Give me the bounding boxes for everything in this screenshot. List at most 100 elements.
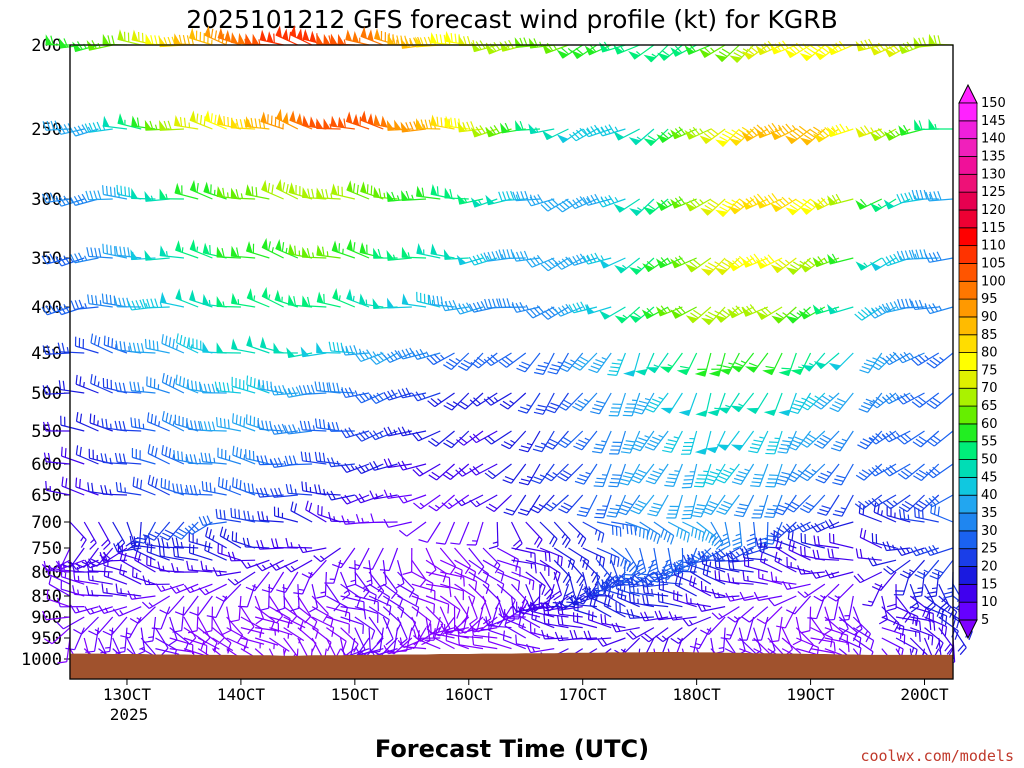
wind-barb: [102, 243, 128, 259]
wind-barb: [611, 521, 637, 536]
barb-flag: [448, 358, 458, 365]
wind-barb: [613, 128, 640, 141]
barb-flag: [689, 575, 693, 585]
barb-half-flag: [222, 301, 225, 307]
barb-flag: [104, 485, 108, 495]
barb-flag: [536, 254, 544, 263]
barb-flag: [189, 485, 194, 495]
wind-barb: [711, 547, 740, 561]
barb-half-flag: [557, 361, 563, 365]
barb-flag: [111, 35, 115, 45]
wind-barb: [782, 521, 811, 534]
barb-half-flag: [109, 629, 115, 633]
barb-flag: [128, 342, 133, 352]
barb-flag: [697, 553, 705, 561]
barb-pennant: [189, 110, 197, 124]
wind-barb: [268, 595, 283, 624]
barb-pennant: [670, 129, 682, 140]
barb-flag: [568, 200, 576, 209]
barb-flag: [114, 420, 118, 431]
barb-flag: [519, 251, 525, 261]
barb-flag: [144, 535, 147, 545]
wind-barb: [369, 430, 398, 441]
barb-flag: [561, 200, 570, 209]
barb-flag: [260, 539, 265, 550]
barb-flag: [184, 642, 189, 652]
wind-barb: [714, 570, 740, 585]
wind-barb: [134, 521, 156, 544]
barb-flag: [114, 246, 116, 256]
wind-barb: [146, 412, 170, 432]
wind-barb: [215, 508, 241, 523]
barb-flag: [194, 381, 198, 391]
wind-barb: [469, 392, 498, 407]
wind-barb: [275, 238, 299, 259]
barb-flag: [529, 196, 536, 205]
barb-half-flag: [714, 310, 720, 314]
barb-pennant: [345, 111, 353, 124]
wind-barb: [298, 543, 327, 554]
barb-staff: [74, 627, 85, 650]
barb-staff: [433, 636, 455, 650]
barb-flag: [590, 365, 600, 370]
barb-flag: [653, 532, 658, 542]
barb-flag: [255, 618, 264, 625]
barb-flag: [100, 484, 104, 495]
barb-flag: [327, 422, 332, 432]
barb-pennant: [259, 29, 267, 42]
barb-staff: [488, 629, 512, 639]
barb-flag: [70, 561, 77, 570]
barb-staff: [794, 595, 812, 615]
barb-flag: [473, 397, 481, 405]
barb-flag: [542, 505, 551, 512]
barb-half-flag: [145, 302, 149, 309]
barb-pennant: [542, 43, 553, 54]
barb-flag: [199, 421, 204, 431]
barb-flag: [426, 357, 434, 366]
barb-flag: [480, 253, 487, 262]
barb-half-flag: [252, 585, 258, 589]
wind-barb: [72, 585, 99, 597]
x-tick-label: 16OCT: [445, 685, 494, 704]
barb-flag: [569, 133, 577, 142]
barb-flag: [89, 190, 94, 200]
barb-flag: [458, 467, 467, 475]
wind-barb: [203, 110, 227, 130]
barb-staff: [284, 571, 299, 593]
barb-flag: [506, 249, 511, 259]
y-tick-label: 950: [31, 629, 62, 649]
barb-half-flag: [791, 124, 797, 130]
barb-flag: [274, 538, 279, 548]
barb-half-flag: [699, 199, 704, 204]
barb-pennant: [528, 123, 538, 135]
wind-barb: [212, 567, 242, 577]
wind-barb: [442, 463, 470, 480]
barb-pennant: [470, 41, 481, 53]
barb-flag: [533, 411, 544, 415]
wind-barb: [744, 352, 769, 373]
barb-flag: [646, 584, 649, 594]
barb-flag: [321, 246, 325, 256]
barb-staff: [468, 547, 485, 568]
barb-flag: [487, 435, 496, 443]
barb-pennant: [316, 33, 324, 45]
wind-barb: [330, 115, 355, 130]
wind-barb: [511, 571, 535, 591]
barb-staff: [126, 521, 136, 545]
barb-flag: [204, 452, 208, 463]
barb-flag: [733, 52, 743, 58]
barb-half-flag: [434, 504, 440, 509]
barb-half-flag: [205, 565, 208, 571]
barb-staff: [340, 595, 365, 603]
barb-flag: [617, 511, 627, 516]
barb-half-flag: [486, 255, 491, 261]
barb-flag: [84, 559, 91, 569]
wind-barb: [311, 595, 329, 622]
barb-flag: [608, 370, 619, 373]
wind-barb: [197, 637, 220, 653]
barb-flag: [139, 299, 145, 309]
wind-barb: [425, 547, 437, 577]
wind-barb: [383, 350, 413, 363]
barb-pennant: [614, 315, 628, 324]
barb-flag: [718, 507, 728, 512]
